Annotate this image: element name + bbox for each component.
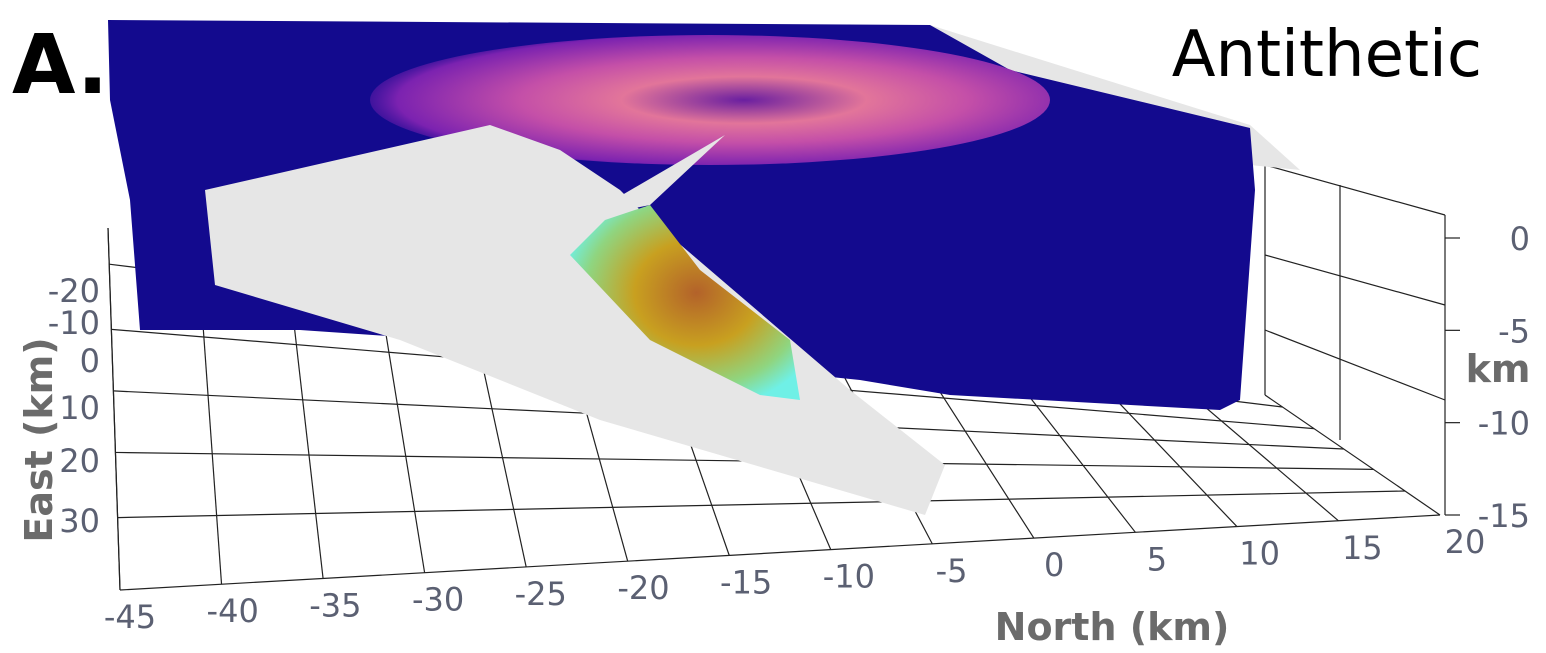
north-tick-label: -5	[936, 552, 968, 590]
east-axis-label: East (km)	[17, 337, 61, 542]
grid-line	[107, 227, 121, 591]
east-tick-label: 20	[59, 442, 100, 480]
east-tick-label: 0	[80, 342, 100, 380]
north-tick-label: -30	[412, 581, 464, 619]
north-tick-label: -25	[515, 575, 567, 613]
slip-distribution-top	[370, 35, 1050, 165]
antithetic-fault	[600, 135, 725, 215]
box-wall	[1264, 164, 1446, 515]
north-tick-label: 15	[1342, 529, 1383, 567]
north-tick-label: -20	[617, 569, 669, 607]
north-tick-label: 5	[1147, 540, 1167, 578]
north-tick-label: -15	[720, 563, 772, 601]
grid-line	[117, 490, 1406, 519]
east-tick-label: 30	[59, 502, 100, 540]
east-tick-label: -20	[48, 272, 100, 310]
depth-tick-label: 0	[1510, 220, 1530, 258]
depth-tick-label: -5	[1498, 312, 1530, 350]
slip-patch	[570, 205, 800, 400]
main-fault-plane	[205, 125, 945, 515]
title: Antithetic	[1172, 18, 1482, 92]
panel-label: A.	[12, 18, 108, 113]
north-tick-label: -40	[207, 592, 259, 630]
grid-line	[119, 514, 1441, 591]
north-tick-label: -10	[823, 558, 875, 596]
north-tick-label: -35	[309, 586, 361, 624]
east-tick-label: -10	[48, 304, 100, 342]
grid-line	[1264, 394, 1441, 516]
depth-axis-label: km	[1466, 347, 1531, 391]
north-tick-label: 10	[1239, 535, 1280, 573]
east-tick-label: 10	[59, 389, 100, 427]
north-tick-label: 20	[1445, 523, 1486, 561]
north-tick-label: 0	[1044, 546, 1064, 584]
north-axis-label: North (km)	[995, 605, 1230, 649]
depth-tick-label: -15	[1478, 497, 1530, 535]
depth-tick-label: -10	[1478, 405, 1530, 443]
north-tick-label: -45	[104, 598, 156, 636]
